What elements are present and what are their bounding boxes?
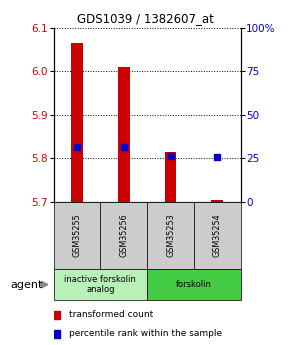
- Point: [75, 145, 79, 150]
- Bar: [194, 202, 241, 269]
- Bar: [118, 67, 130, 202]
- Bar: [211, 200, 223, 202]
- Bar: [165, 152, 176, 202]
- Point: [122, 145, 126, 150]
- Text: GSM35254: GSM35254: [213, 214, 222, 257]
- Text: transformed count: transformed count: [69, 310, 153, 319]
- Point: [215, 155, 220, 160]
- Point: [192, 77, 197, 82]
- Bar: [147, 269, 241, 300]
- Bar: [71, 43, 83, 202]
- Bar: [54, 202, 100, 269]
- Text: agent: agent: [10, 280, 43, 289]
- Text: GDS1039 / 1382607_at: GDS1039 / 1382607_at: [77, 12, 213, 25]
- Text: GSM35256: GSM35256: [119, 214, 128, 257]
- Point: [192, 253, 197, 258]
- Text: percentile rank within the sample: percentile rank within the sample: [69, 329, 222, 338]
- Text: inactive forskolin
analog: inactive forskolin analog: [64, 275, 136, 294]
- Bar: [54, 269, 147, 300]
- Text: GSM35255: GSM35255: [72, 214, 81, 257]
- Bar: [147, 202, 194, 269]
- Text: GSM35253: GSM35253: [166, 214, 175, 257]
- Bar: [100, 202, 147, 269]
- Text: forskolin: forskolin: [176, 280, 212, 289]
- Point: [168, 153, 173, 159]
